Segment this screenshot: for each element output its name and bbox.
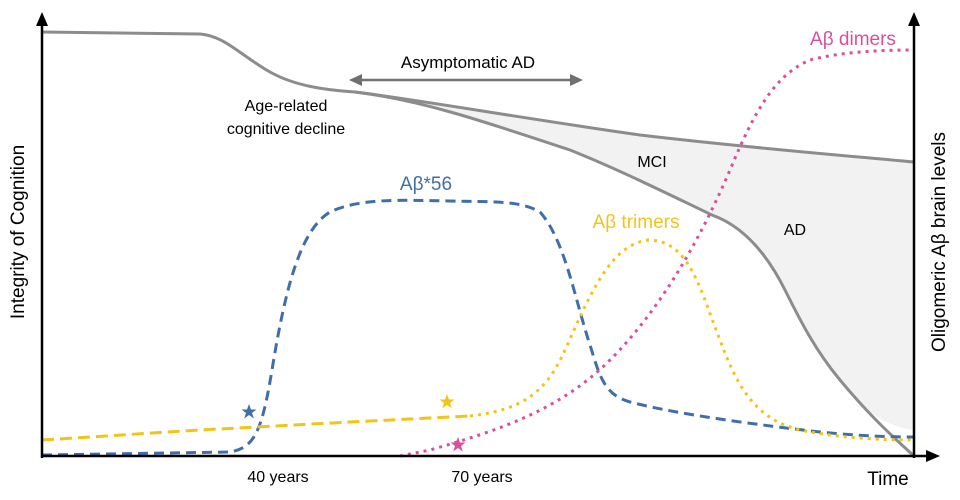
ad-shaded-region [355, 92, 914, 430]
y-axis-right-arrowhead [908, 12, 920, 26]
mci-label: MCI [637, 154, 666, 171]
trimers-label: Aβ trimers [593, 212, 680, 233]
trimers-curve-late [469, 238, 915, 442]
ab56-star [241, 404, 257, 419]
ad-label: AD [784, 222, 806, 239]
normal-cognition-curve [41, 30, 915, 164]
ab56-curve [41, 198, 915, 457]
x-axis-arrowhead [926, 450, 940, 462]
x-tick-70-years: 70 years [451, 469, 512, 486]
ab56-label: Aβ*56 [400, 174, 452, 195]
dimers-curve [399, 48, 915, 458]
asymptomatic-label: Asymptomatic AD [401, 53, 535, 72]
y-axis-left-arrowhead [36, 12, 48, 26]
ad-cognition-curve [354, 90, 916, 458]
asymptomatic-arrow-right-head [570, 74, 583, 86]
dimer-star [450, 437, 466, 452]
asymptomatic-arrow-left-head [349, 74, 362, 86]
age-related-label-line2: cognitive decline [227, 121, 345, 138]
dimers-label: Aβ dimers [810, 29, 896, 50]
trimers-curve-early [41, 414, 471, 442]
age-related-label-line1: Age-related [245, 98, 328, 115]
trimer-star [439, 394, 455, 409]
x-axis-label: Time [867, 469, 909, 490]
x-tick-40-years: 40 years [247, 469, 308, 486]
y-left-axis-label: Integrity of Cognition [8, 145, 29, 319]
y-right-axis-label: Oligomeric Aβ brain levels [929, 132, 950, 352]
